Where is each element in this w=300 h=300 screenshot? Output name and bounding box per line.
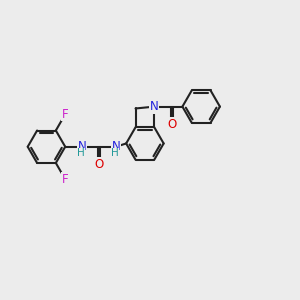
Text: O: O [94,158,104,171]
Text: N: N [150,100,159,113]
Text: H: H [111,148,119,158]
Text: F: F [62,173,68,186]
Text: O: O [167,118,177,131]
Text: F: F [62,108,68,121]
Text: H: H [77,148,85,158]
Text: N: N [78,140,86,153]
Text: N: N [112,140,120,153]
